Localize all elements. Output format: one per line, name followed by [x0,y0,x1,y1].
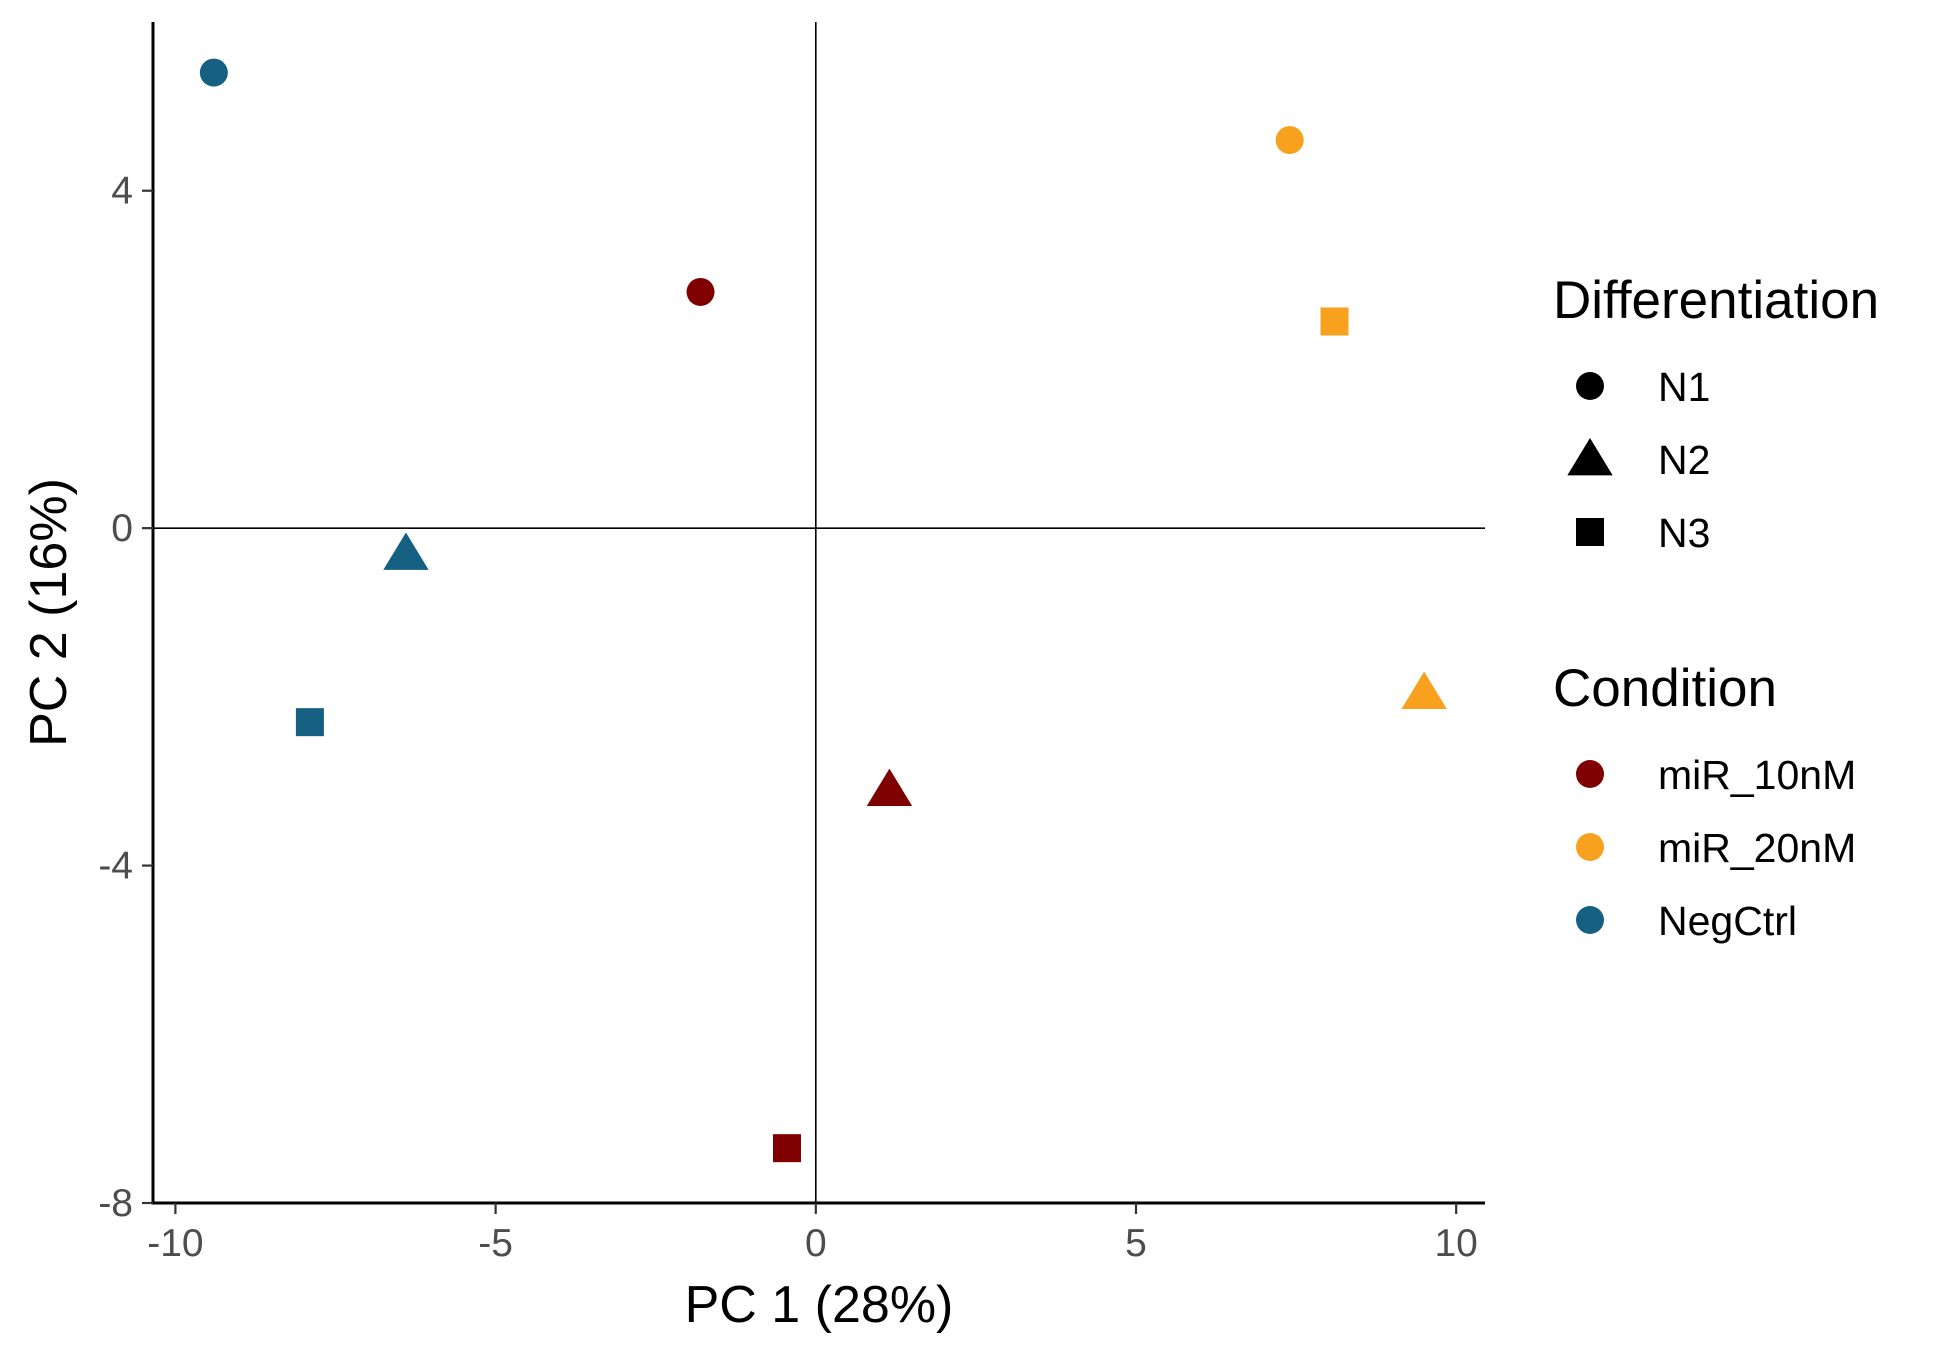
legend-group-2: Condition miR_10nM miR_20nM NegCtrl [1553,659,1856,944]
data-points [199,58,1447,1163]
legend-title: Condition [1553,659,1777,718]
x-tick-label: -10 [147,1222,203,1265]
y-tick-label: 4 [111,170,133,213]
x-tick-label: 10 [1434,1222,1477,1265]
data-point-5 [866,768,913,807]
legend-key-marker [1576,372,1604,400]
data-point-4 [686,277,715,306]
data-point-6 [772,1134,801,1163]
legend-key [1576,833,1604,861]
legend-label: miR_20nM [1658,825,1856,871]
y-tick-label: 0 [111,507,133,550]
tick-labels: -10 -5 0 5 10 -8 -4 0 4 [98,170,1478,1265]
legend-label: N3 [1658,510,1710,556]
legend-label: miR_10nM [1658,752,1856,798]
legend-key [1576,760,1604,788]
x-tick-label: 5 [1125,1222,1147,1265]
data-point-9 [1320,307,1349,336]
legend-title: Differentiation [1553,271,1879,330]
legend-key-marker [1576,906,1604,934]
data-point-3 [295,708,324,737]
y-axis-title: PC 2 (16%) [20,478,78,747]
data-point-2 [383,532,429,570]
legend-key-marker [1576,518,1604,546]
legend-key-marker [1567,438,1613,476]
legend: Differentiation N1 N2 N3 Condition miR_10nMmi… [1553,271,1879,944]
x-tick-label: 0 [805,1222,827,1265]
legend-key [1576,372,1604,400]
y-tick-label: -8 [98,1182,133,1225]
legend-key [1576,906,1604,934]
legend-key-marker [1576,833,1604,861]
legend-label: N1 [1658,364,1710,410]
legend-group-1: Differentiation N1 N2 N3 [1553,271,1879,556]
axes [142,22,1485,1214]
y-tick-label: -4 [98,845,133,888]
x-axis-title: PC 1 (28%) [685,1276,954,1334]
legend-key [1567,438,1613,476]
legend-label: N2 [1658,437,1710,483]
reference-lines [153,22,1485,1203]
data-point-8 [1401,671,1447,710]
x-tick-label: -5 [478,1222,513,1265]
legend-key-marker [1576,760,1604,788]
legend-label: NegCtrl [1658,898,1797,944]
data-point-7 [1275,126,1304,155]
data-point-1 [199,58,228,87]
legend-key [1576,518,1604,546]
